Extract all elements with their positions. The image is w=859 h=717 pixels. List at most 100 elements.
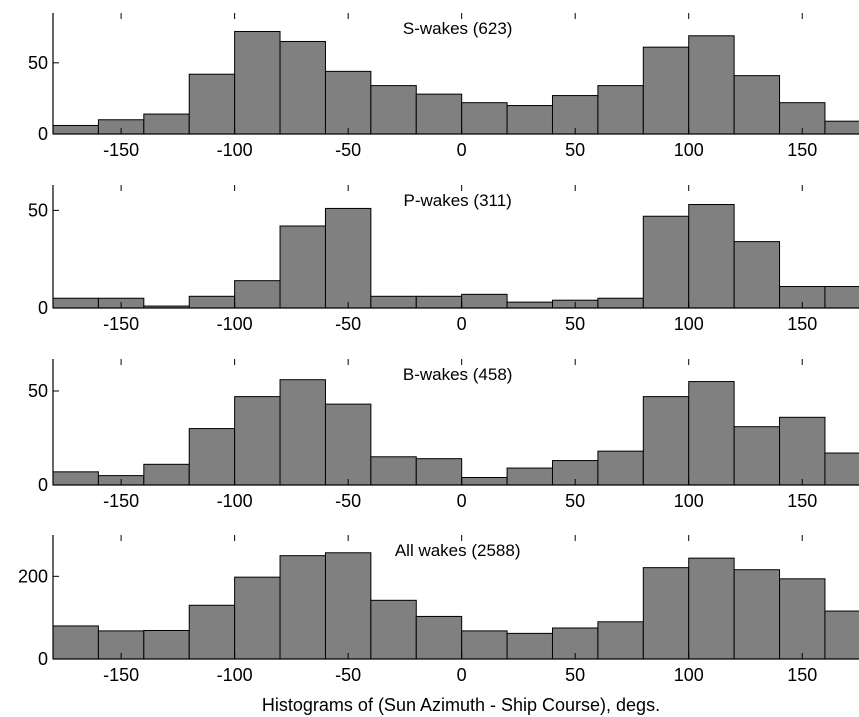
histogram-bar	[415, 458, 463, 486]
histogram-bar	[143, 629, 190, 660]
histogram-bar	[733, 241, 781, 309]
histogram-bar	[688, 381, 735, 486]
histogram-bar	[324, 552, 372, 660]
histogram-bar	[234, 280, 281, 309]
histogram-bar	[461, 476, 508, 486]
histogram-bar	[779, 578, 826, 660]
panel-2: -150 -100 -50 0 50 100 150 0 50 P-wakes (311)	[28, 185, 859, 334]
histogram-bar	[733, 569, 781, 660]
x-tick-label: -100	[217, 491, 253, 511]
histogram-bar	[688, 35, 735, 135]
x-tick-label: -150	[103, 491, 139, 511]
histogram-bar	[642, 567, 690, 660]
y-tick-label: 50	[28, 53, 48, 73]
histogram-bar	[370, 599, 417, 660]
panel-title: All wakes (2588)	[395, 541, 521, 560]
x-tick-label: 150	[787, 140, 817, 160]
histogram-bar	[234, 396, 281, 486]
histogram-bar	[415, 615, 463, 660]
x-tick-label: -150	[103, 140, 139, 160]
histogram-bar	[324, 403, 372, 486]
histogram-bar	[370, 295, 417, 309]
histogram-bar	[824, 120, 859, 135]
x-tick-label: 50	[565, 314, 585, 334]
x-tick-label: 100	[674, 314, 704, 334]
histogram-bar	[733, 426, 781, 486]
x-tick-label: 150	[787, 314, 817, 334]
histogram-bar	[461, 293, 508, 309]
histogram-bar	[188, 73, 236, 135]
x-tick-label: 100	[674, 665, 704, 685]
x-tick-label: -100	[217, 140, 253, 160]
y-tick-label: 0	[38, 124, 48, 144]
y-tick-label: 0	[38, 475, 48, 495]
x-tick-label: 100	[674, 491, 704, 511]
x-tick-label: -50	[335, 491, 361, 511]
histogram-bar	[551, 95, 599, 135]
histogram-bar	[52, 625, 99, 660]
histogram-bar	[506, 467, 553, 486]
panel-title: S-wakes (623)	[403, 19, 513, 38]
histogram-bar	[188, 295, 236, 309]
y-tick-label: 0	[38, 649, 48, 669]
x-tick-label: 0	[457, 140, 467, 160]
x-tick-label: 50	[565, 491, 585, 511]
histogram-bar	[597, 85, 644, 135]
x-tick-label: -100	[217, 665, 253, 685]
x-tick-label: 0	[457, 665, 467, 685]
histogram-bar	[52, 471, 99, 486]
x-tick-label: 50	[565, 665, 585, 685]
histogram-bar	[143, 463, 190, 486]
histogram-bar	[279, 555, 326, 660]
panel-1: -150 -100 -50 0 50 100 150 0 50 S-wakes (623)	[28, 13, 859, 160]
x-tick-label: 100	[674, 140, 704, 160]
x-tick-label: 150	[787, 665, 817, 685]
histogram-bar	[824, 610, 859, 660]
panel-title: B-wakes (458)	[403, 365, 513, 384]
x-tick-label: -50	[335, 665, 361, 685]
panel-3: -150 -100 -50 0 50 100 150 0 50 B-wakes (458)	[28, 359, 859, 511]
x-tick-label: -100	[217, 314, 253, 334]
histogram-bar	[461, 102, 508, 135]
x-tick-label: 50	[565, 140, 585, 160]
panel-title: P-wakes (311)	[404, 191, 512, 210]
histogram-bar	[188, 604, 236, 660]
histogram-bar	[506, 301, 553, 309]
histogram-bar	[642, 396, 690, 486]
x-tick-label: -150	[103, 665, 139, 685]
x-tick-label: -50	[335, 140, 361, 160]
histogram-bar	[779, 416, 826, 486]
histogram-bar	[52, 124, 99, 135]
histogram-bar	[324, 70, 372, 135]
histogram-bar	[824, 286, 859, 309]
histogram-bar	[733, 75, 781, 135]
y-tick-label: 0	[38, 298, 48, 318]
histogram-bar	[279, 225, 326, 309]
histogram-bar	[506, 105, 553, 135]
x-tick-label: 0	[457, 491, 467, 511]
histogram-bar	[597, 297, 644, 309]
histogram-bar	[188, 428, 236, 486]
x-tick-label: 150	[787, 491, 817, 511]
histogram-bar	[370, 85, 417, 135]
histogram-bar	[324, 207, 372, 309]
histogram-bar	[597, 450, 644, 486]
histogram-bar	[824, 452, 859, 486]
y-tick-label: 50	[28, 200, 48, 220]
panel-4: -150 -100 -50 0 50 100 150 0 200 All wakes (2588)	[18, 535, 859, 685]
histogram-bar	[642, 46, 690, 135]
histogram-bar	[642, 215, 690, 309]
histogram-bar	[506, 632, 553, 660]
histogram-bar	[461, 630, 508, 660]
x-tick-label: 0	[457, 314, 467, 334]
histogram-bar	[597, 621, 644, 660]
histogram-bar	[279, 379, 326, 486]
histogram-bar	[415, 295, 463, 309]
histogram-bar	[234, 576, 281, 660]
histogram-bar	[415, 93, 463, 135]
histogram-bar	[143, 113, 190, 135]
histogram-bar	[279, 40, 326, 135]
histogram-bar	[234, 31, 281, 135]
